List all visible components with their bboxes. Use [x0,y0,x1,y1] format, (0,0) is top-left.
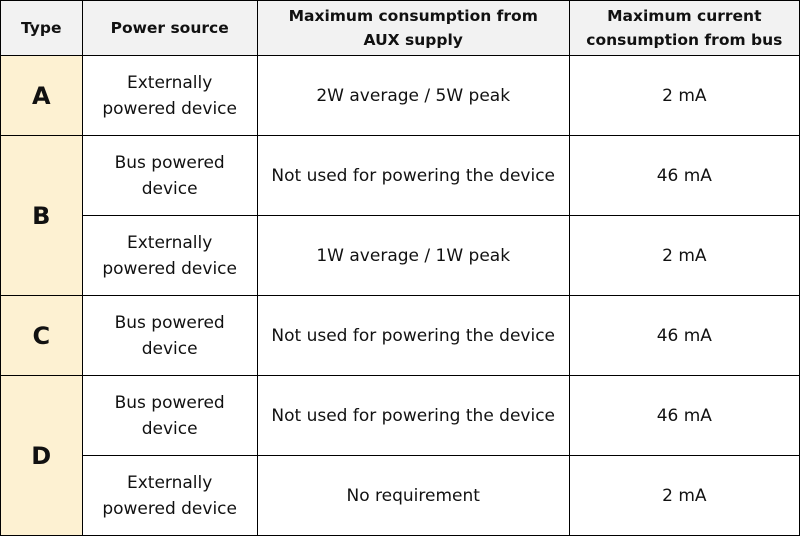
power-source-cell: Bus powered device [81,295,258,376]
aux-consumption-cell: Not used for powering the device [256,375,570,456]
aux-consumption-cell: 2W average / 5W peak [256,55,570,136]
table-row: Externally powered device 1W average / 1… [1,215,800,296]
table-row: C Bus powered device Not used for poweri… [0,295,800,376]
header-aux-consumption: Maximum consumption from AUX supply [256,0,570,56]
power-source-cell: Bus powered device [81,135,258,216]
bus-current-cell: 46 mA [568,295,800,376]
table-row: Externally powered device No requirement… [1,455,800,536]
bus-current-cell: 2 mA [568,55,800,136]
table-row: A Externally powered device 2W average /… [0,55,800,136]
type-cell-b: B [0,135,83,296]
table-header: Type Power source Maximum consumption fr… [0,0,800,56]
header-bus-current: Maximum current consumption from bus [568,0,800,56]
power-source-cell: Externally powered device [81,55,258,136]
type-cell-d: D [0,375,83,536]
header-row: Type Power source Maximum consumption fr… [0,0,800,56]
aux-consumption-cell: No requirement [256,455,570,536]
table-row: D Bus powered device Not used for poweri… [0,375,800,536]
table-row: B Bus powered device Not used for poweri… [0,135,800,296]
bus-current-cell: 2 mA [568,215,800,296]
aux-consumption-cell: 1W average / 1W peak [256,215,570,296]
type-cell-a: A [0,55,83,136]
header-type: Type [0,0,83,56]
bus-current-cell: 2 mA [568,455,800,536]
power-source-cell: Externally powered device [81,455,258,536]
bus-current-cell: 46 mA [568,135,800,216]
type-cell-c: C [0,295,83,376]
power-source-cell: Externally powered device [81,215,258,296]
table-body: A Externally powered device 2W average /… [0,55,800,536]
power-source-cell: Bus powered device [81,375,258,456]
bus-current-cell: 46 mA [568,375,800,456]
aux-consumption-cell: Not used for powering the device [256,295,570,376]
header-power-source: Power source [81,0,258,56]
aux-consumption-cell: Not used for powering the device [256,135,570,216]
